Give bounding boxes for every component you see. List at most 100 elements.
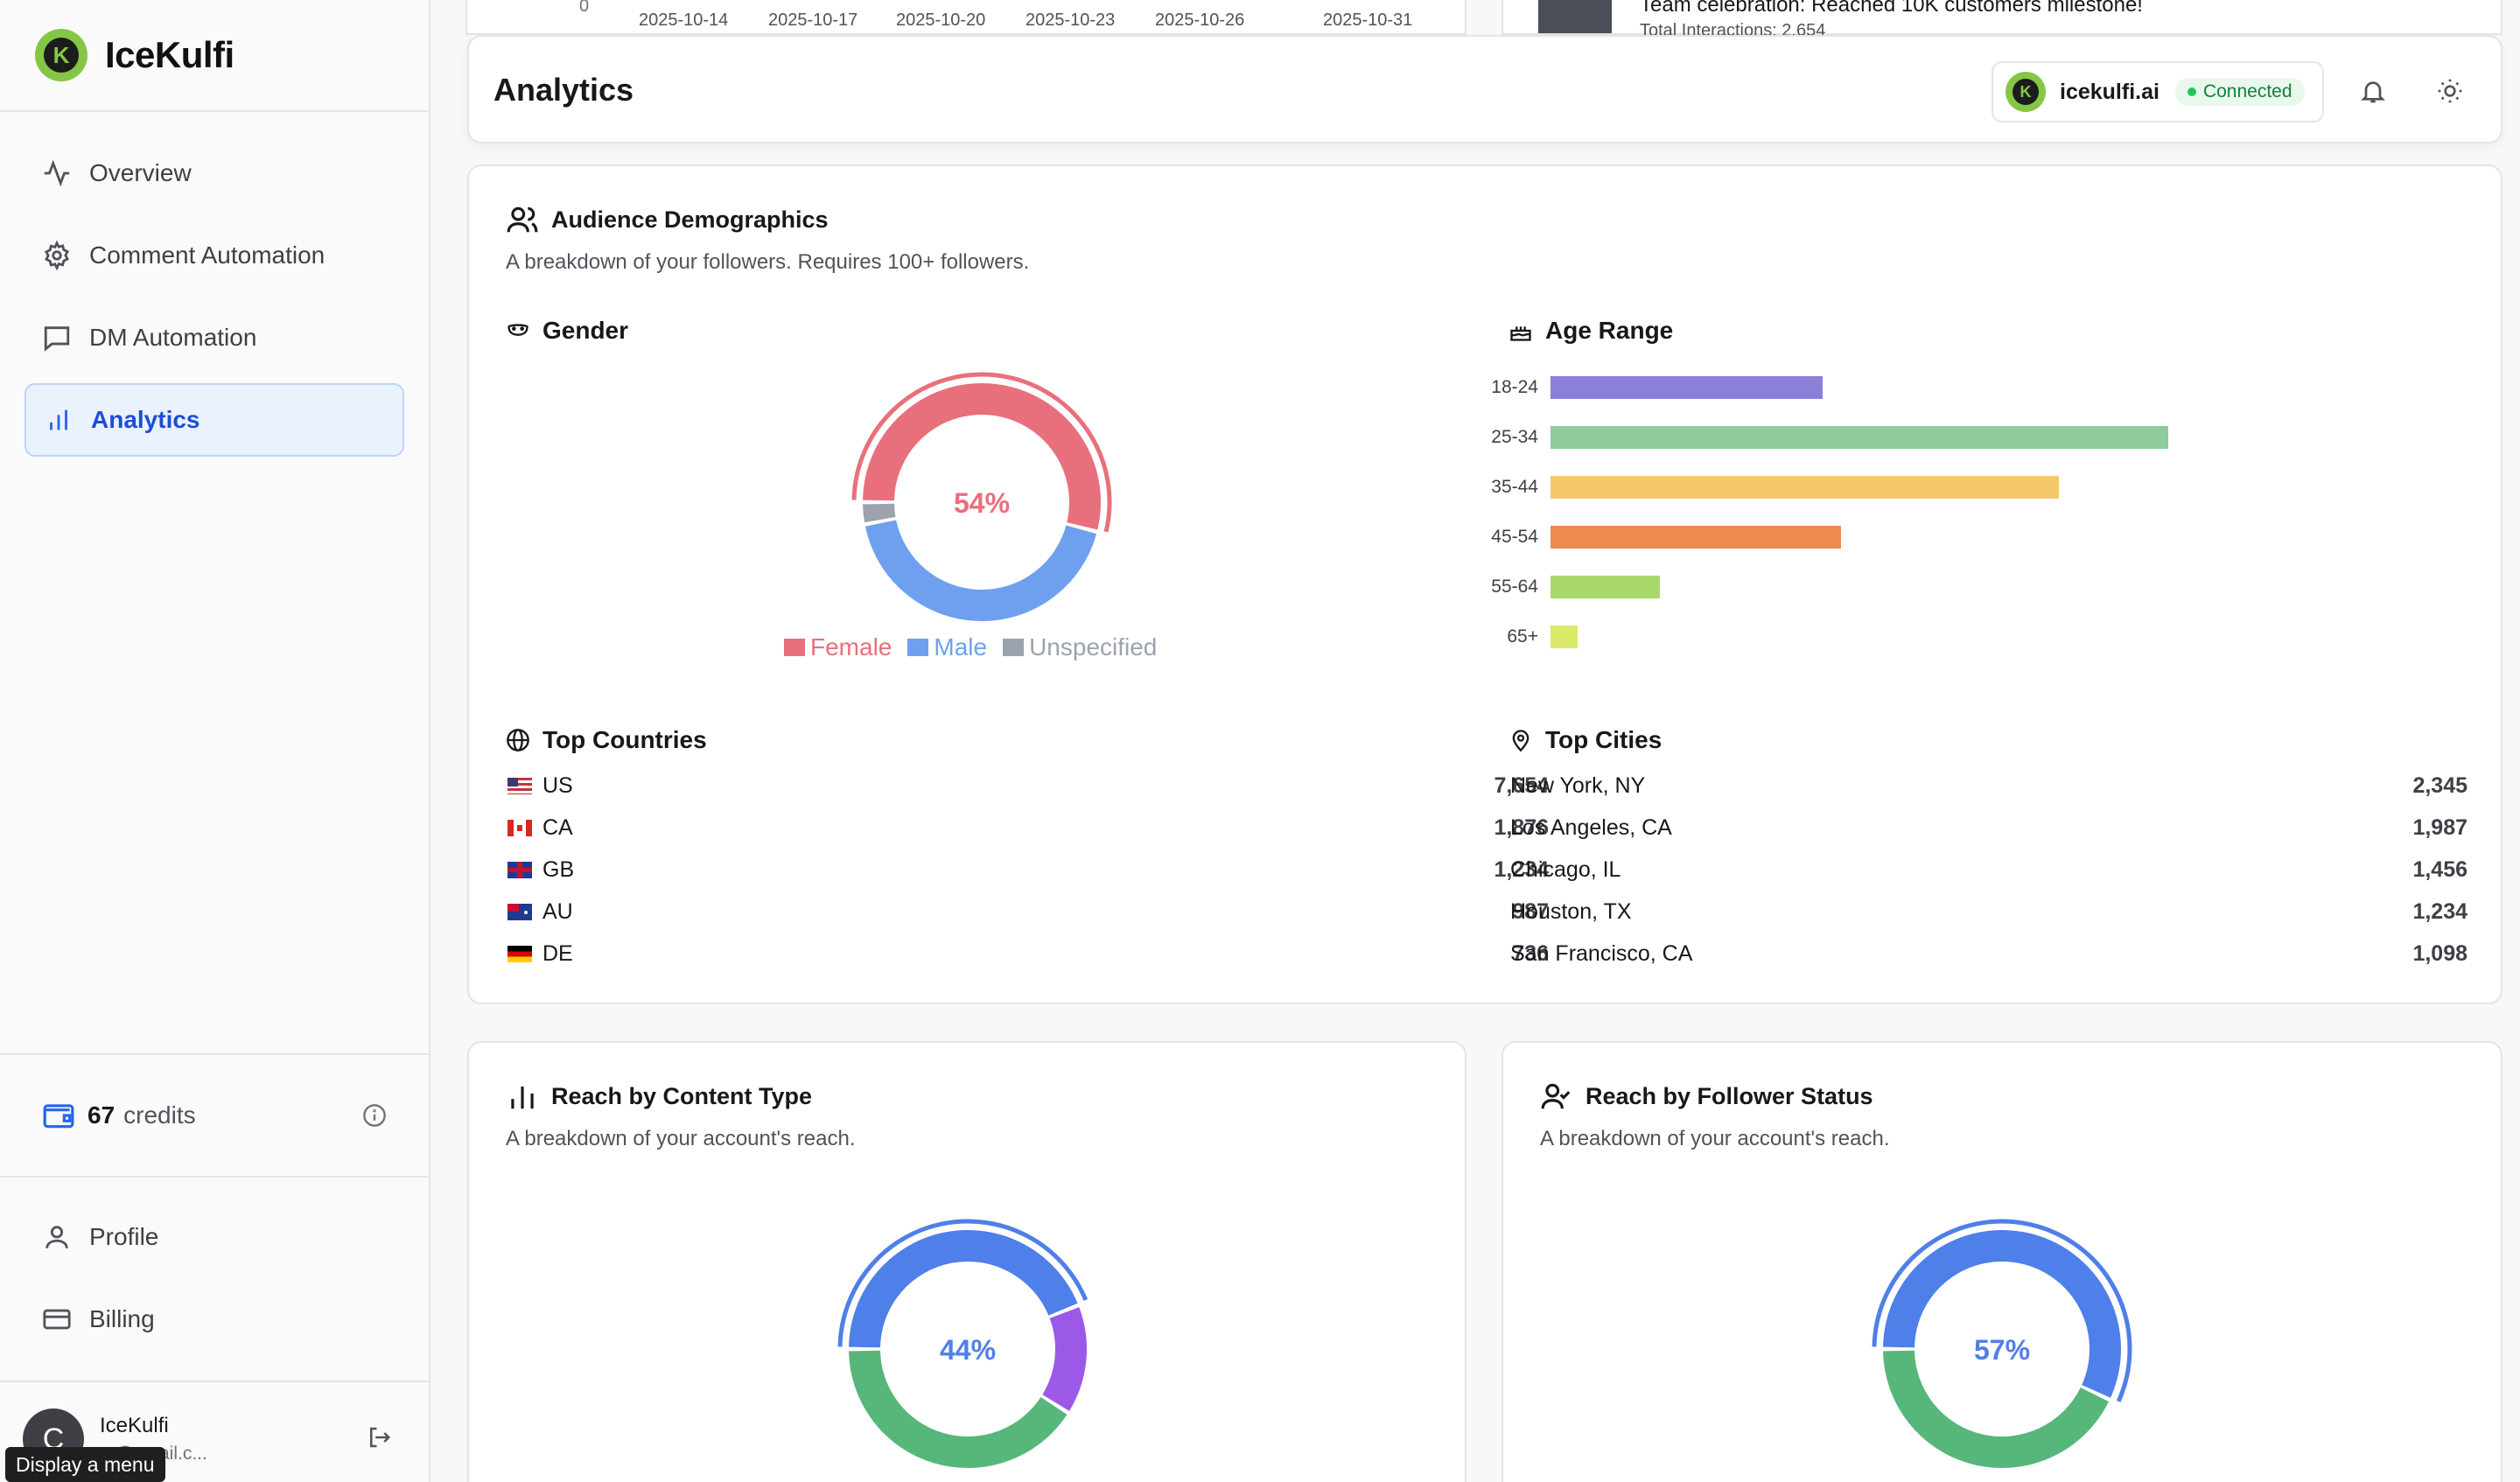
menu-tooltip: Display a menu (5, 1447, 165, 1482)
sun-icon[interactable] (2436, 77, 2464, 105)
bar-chart-icon (50, 409, 67, 430)
sidebar-item-label: Profile (89, 1223, 159, 1250)
ca-flag-icon (508, 820, 532, 836)
country-name: GB (542, 857, 575, 882)
list-item: US (508, 773, 573, 799)
brand-name: IceKulfi (105, 34, 234, 75)
donut-slice-female[interactable] (863, 383, 1101, 530)
age-bar-35-44[interactable] (1550, 476, 2059, 499)
sidebar-item-dm-automation[interactable]: DM Automation (24, 301, 404, 374)
status-dot (2187, 87, 2196, 96)
card-icon (43, 1309, 71, 1330)
age-bar-row: 45-54 (1460, 524, 1841, 550)
top-cities-title-text: Top Cities (1545, 726, 1662, 753)
city-value: 1,234 (2412, 899, 2468, 924)
sidebar-item-label: DM Automation (89, 324, 257, 351)
donut-slice-0[interactable] (849, 1230, 1078, 1348)
city-value: 2,345 (2412, 773, 2468, 798)
credits-panel[interactable]: 67 credits (0, 1053, 429, 1178)
brand[interactable]: K IceKulfi (0, 0, 429, 112)
post-thumbnail (1538, 0, 1612, 33)
age-range-title-text: Age Range (1545, 317, 1674, 344)
age-bar-65+[interactable] (1550, 626, 1578, 648)
age-bar-25-34[interactable] (1550, 426, 2168, 449)
country-value: 1,876 (1494, 815, 1549, 840)
sidebar-item-billing[interactable]: Billing (24, 1283, 404, 1356)
user-icon (46, 1226, 68, 1248)
country-name: CA (542, 815, 573, 840)
info-icon[interactable] (362, 1103, 387, 1128)
legend-item-male[interactable]: Male (907, 633, 987, 661)
top-post-partial[interactable]: Team celebration: Reached 10K customers … (1502, 0, 2502, 40)
status-badge: Connected (2174, 78, 2305, 106)
legend-item-female[interactable]: Female (784, 633, 892, 661)
follower-status-donut-chart: 57% (1872, 1219, 2132, 1468)
donut-slice-2[interactable] (849, 1350, 1068, 1468)
top-cities-title: Top Cities (1508, 726, 1662, 754)
x-tick: 2025-10-26 (1155, 10, 1245, 30)
list-item: Houston, TX (1510, 899, 1632, 924)
card-title: Audience Demographics (506, 203, 829, 236)
sidebar-item-analytics[interactable]: Analytics (24, 383, 404, 457)
status-text: Connected (2202, 81, 2292, 101)
post-title: Team celebration: Reached 10K customers … (1640, 0, 2143, 17)
card-description: A breakdown of your account's reach. (506, 1127, 856, 1150)
list-item: CA (508, 815, 573, 841)
legend-label: Unspecified (1029, 633, 1158, 661)
age-range-title: Age Range (1508, 317, 1673, 345)
reach-by-follower-status-card: Reach by Follower Status A breakdown of … (1502, 1041, 2502, 1482)
country-value: 1,234 (1494, 857, 1549, 882)
age-bar-18-24[interactable] (1550, 376, 1823, 399)
x-tick: 2025-10-17 (768, 10, 858, 30)
donut-slice-0[interactable] (1883, 1230, 2121, 1398)
donut-highlight-arc (1872, 1219, 2132, 1402)
country-name: US (542, 773, 573, 798)
bell-icon[interactable] (2359, 77, 2387, 105)
age-bar-row: 35-44 (1460, 474, 2059, 500)
gb-flag-icon (508, 862, 532, 878)
top-countries-title-text: Top Countries (542, 726, 707, 753)
age-bar-55-64[interactable] (1550, 576, 1660, 598)
globe-icon (507, 729, 529, 751)
page-title: Analytics (494, 72, 634, 108)
card-description: A breakdown of your account's reach. (1540, 1127, 1890, 1150)
legend-swatch (907, 639, 929, 656)
country-name: AU (542, 899, 573, 924)
top-countries-title: Top Countries (506, 726, 707, 754)
sidebar-item-profile[interactable]: Profile (24, 1200, 404, 1274)
content-type-donut-chart: 44% (837, 1219, 1088, 1468)
legend-label: Male (934, 633, 988, 661)
donut-slice-unspecified[interactable] (863, 503, 896, 523)
account-avatar: K (2006, 72, 2046, 112)
de-flag-icon (508, 946, 532, 962)
account-switcher[interactable]: K icekulfi.ai Connected (1992, 61, 2324, 122)
city-value: 1,987 (2412, 815, 2468, 840)
sidebar-item-comment-automation[interactable]: Comment Automation (24, 219, 404, 292)
axis-zero-label: 0 (579, 0, 590, 16)
age-bar-row: 65+ (1460, 624, 1578, 650)
sidebar-item-overview[interactable]: Overview (24, 136, 404, 210)
gear-icon (45, 241, 69, 270)
sidebar-item-label: Comment Automation (89, 241, 326, 269)
cake-icon (1510, 326, 1531, 341)
age-bar-label: 55-64 (1491, 577, 1538, 597)
legend-item-unspecified[interactable]: Unspecified (1003, 633, 1157, 661)
age-bar-45-54[interactable] (1550, 526, 1841, 549)
donut-slice-1[interactable] (1883, 1350, 2110, 1468)
city-value: 1,098 (2412, 941, 2468, 966)
list-item: Chicago, IL (1510, 857, 1621, 882)
donut-slice-male[interactable] (864, 520, 1097, 621)
country-value: 736 (1512, 941, 1549, 966)
list-item: DE (508, 941, 573, 967)
age-bar-row: 25-34 (1460, 424, 2168, 451)
page-header: Analytics K icekulfi.ai Connected (467, 35, 2502, 143)
donut-slice-1[interactable] (1042, 1307, 1087, 1411)
wallet-icon (43, 1104, 74, 1129)
legend-label: Female (810, 633, 892, 661)
list-item: Los Angeles, CA (1510, 815, 1672, 840)
donut-center-label: 54% (954, 487, 1010, 519)
us-flag-icon (508, 778, 532, 794)
country-name: DE (542, 941, 573, 966)
card-title-text: Audience Demographics (551, 206, 829, 233)
logout-icon[interactable] (366, 1424, 392, 1451)
